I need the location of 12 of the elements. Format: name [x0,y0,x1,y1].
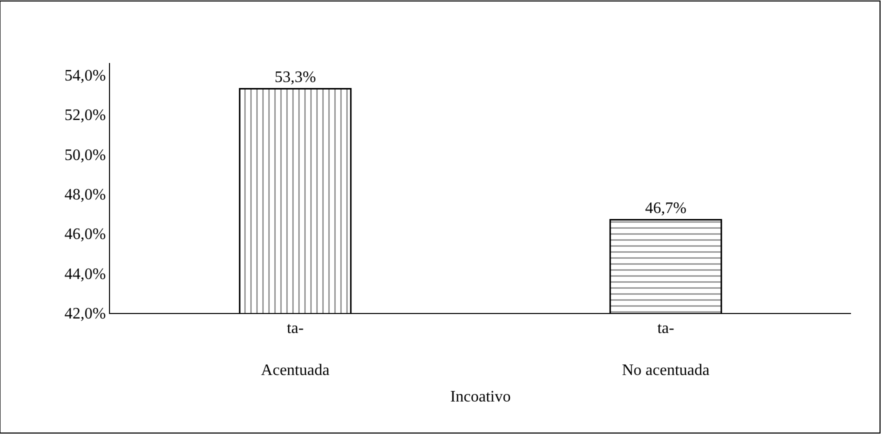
y-tick-label: 42,0% [64,306,106,323]
y-tick-label: 54,0% [64,68,106,84]
y-tick-label: 44,0% [64,266,106,283]
category-label: ta- No acentuada [622,320,710,379]
data-label: 53,3% [274,68,316,86]
x-axis-title: Incoativo [450,388,511,406]
y-tick-label: 46,0% [64,226,106,244]
y-tick-label: 48,0% [64,186,106,204]
y-tick-label: 52,0% [64,107,106,124]
y-tick-label: 50,0% [64,146,106,164]
data-label: 46,7% [645,200,686,217]
category-label: ta- Acentuada [261,320,330,379]
